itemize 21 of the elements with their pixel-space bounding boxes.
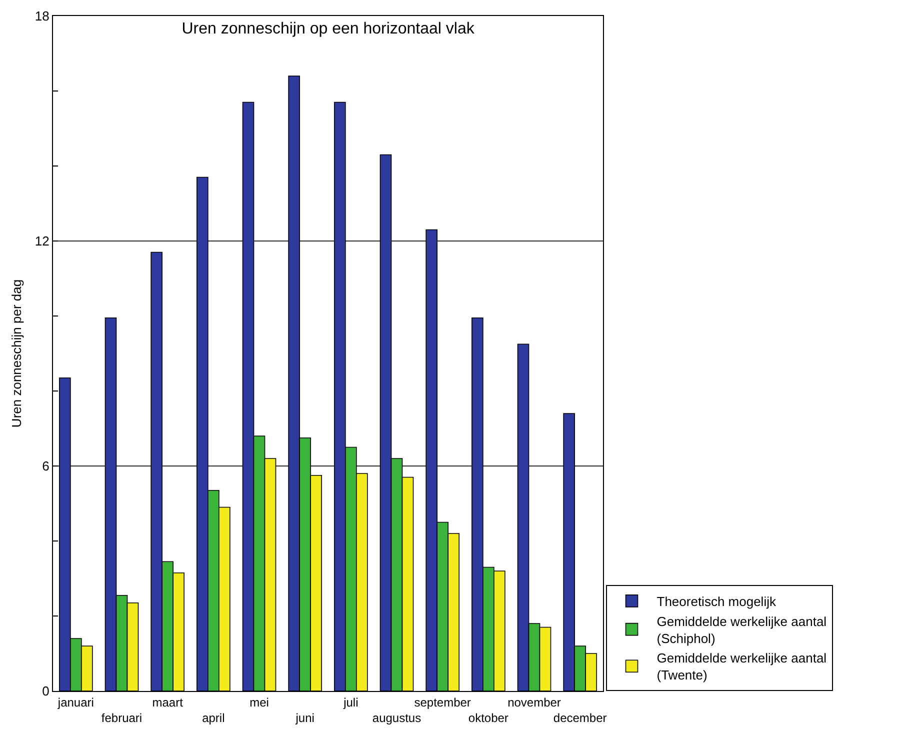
y-axis-title: Uren zonneschijn per dag: [8, 279, 24, 428]
x-tick-label: juni: [294, 711, 314, 725]
legend-label: Gemiddelde werkelijke aantal (Twente): [656, 650, 827, 683]
x-tick-label: mei: [250, 695, 269, 710]
x-tick-label: oktober: [468, 711, 508, 725]
legend-label: Gemiddelde werkelijke aantal (Schiphol): [656, 614, 827, 646]
chart-title: Uren zonneschijn op een horizontaal vlak: [182, 20, 476, 38]
y-tick-label: 12: [34, 234, 50, 249]
x-tick-label: februari: [101, 711, 142, 725]
y-tick-label: 6: [42, 458, 50, 474]
x-tick-label: april: [202, 711, 225, 725]
x-tick-label: augustus: [372, 711, 422, 725]
x-tick-label: november: [508, 695, 561, 710]
x-tick-label: januari: [56, 695, 94, 710]
y-tick-label: 18: [34, 8, 50, 24]
x-tick-label: september: [414, 695, 471, 710]
legend-label: Theoretisch mogelijk: [656, 594, 776, 610]
x-tick-label: december: [553, 711, 607, 725]
x-tick-label: juli: [342, 695, 358, 710]
x-tick-label: maart: [152, 695, 184, 710]
y-tick-label: 0: [42, 684, 50, 699]
